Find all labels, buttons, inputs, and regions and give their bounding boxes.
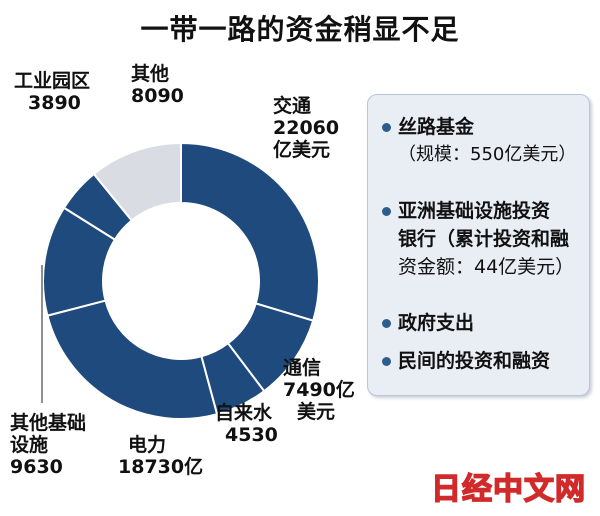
- page-title: 一带一路的资金稍显不足: [140, 13, 460, 46]
- watermark: 日经中文网: [430, 471, 586, 508]
- label-water: 自来水 4530: [215, 402, 278, 446]
- label-telecom: 通信 7490亿 美元: [283, 357, 355, 423]
- list-item-aiib: 亚洲基础设施投资 银行（累计投资和融 资金额：44亿美元）: [382, 197, 574, 281]
- label-other-infra: 其他基础 设施 9630: [10, 412, 87, 478]
- slice-power: [46, 299, 219, 420]
- bullet-icon: [382, 319, 391, 328]
- slice-transport: [180, 141, 320, 322]
- bullet-icon: [382, 123, 391, 132]
- bullet-icon: [382, 357, 391, 366]
- label-transport: 交通 22060 亿美元: [273, 95, 340, 161]
- slice-other: [92, 141, 182, 222]
- bullet-icon: [382, 207, 391, 216]
- funding-sources-panel: 丝路基金 （规模：550亿美元） 亚洲基础设施投资 银行（累计投资和融 资金额：44亿…: [367, 94, 590, 396]
- list-item-government-spending: 政府支出: [382, 309, 474, 337]
- list-item-private-investment: 民间的投资和融资: [382, 347, 550, 375]
- list-item-silk-road-fund: 丝路基金 （规模：550亿美元）: [382, 113, 576, 169]
- label-other: 其他 8090: [131, 63, 184, 107]
- label-industrial-park: 工业园区 3890: [14, 70, 91, 114]
- label-power: 电力 18730亿: [118, 434, 204, 478]
